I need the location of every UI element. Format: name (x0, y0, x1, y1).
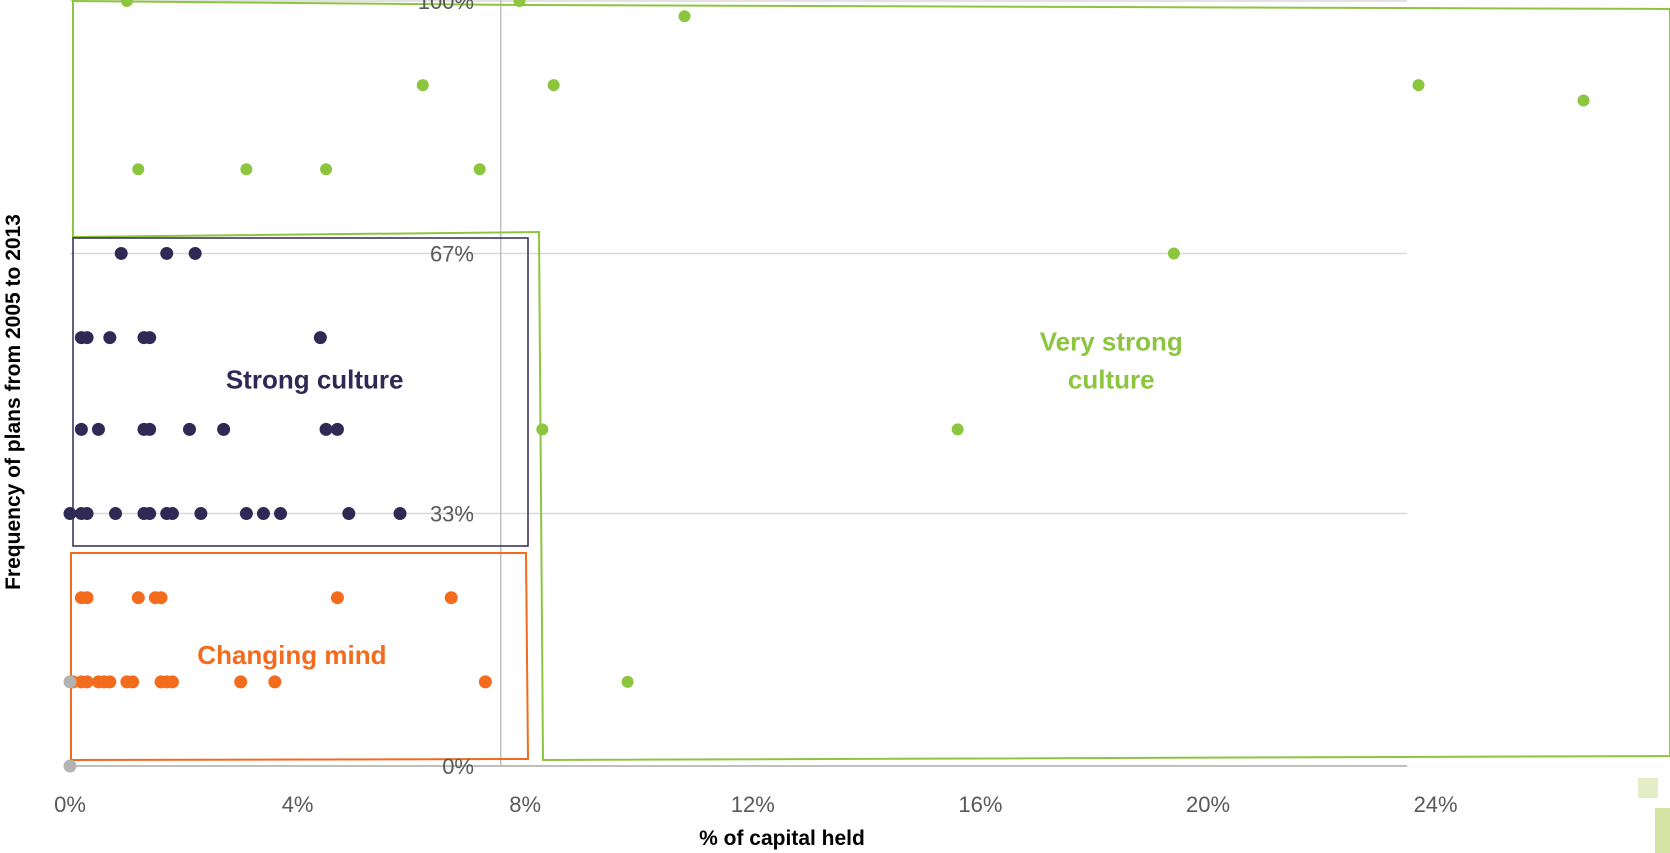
data-point (165, 675, 179, 689)
data-point (143, 331, 157, 345)
data-point (393, 507, 407, 521)
y-tick-label: 67% (430, 241, 474, 266)
data-point (536, 423, 549, 436)
annotation-label: Strong culture (226, 365, 404, 395)
y-tick-label: 0% (442, 754, 474, 779)
data-point (330, 591, 344, 605)
data-point (63, 759, 77, 773)
data-point (217, 422, 231, 436)
data-point (131, 591, 145, 605)
x-tick-label: 0% (54, 792, 86, 817)
x-tick-label: 24% (1414, 792, 1458, 817)
data-point (678, 10, 691, 23)
data-point (444, 591, 458, 605)
annotation-label: culture (1068, 365, 1155, 395)
changing-mind-region (70, 552, 530, 762)
data-point (1577, 94, 1590, 107)
y-tick-label: 33% (430, 502, 474, 527)
data-point (1412, 79, 1425, 92)
data-point (234, 675, 248, 689)
x-tick-label: 12% (731, 792, 775, 817)
data-point (80, 675, 94, 689)
data-point (126, 675, 140, 689)
data-point (473, 163, 486, 176)
data-point (103, 675, 117, 689)
data-point (239, 507, 253, 521)
data-point (80, 331, 94, 345)
data-point (342, 507, 356, 521)
x-tick-label: 16% (958, 792, 1002, 817)
data-point (478, 675, 492, 689)
data-point (154, 591, 168, 605)
data-point (74, 422, 88, 436)
region-boxes (70, 0, 1670, 762)
data-points (63, 0, 1590, 773)
data-point (268, 675, 282, 689)
data-point (80, 507, 94, 521)
data-point (951, 423, 964, 436)
x-tick-label: 4% (282, 792, 314, 817)
data-point (143, 507, 157, 521)
data-point (132, 163, 145, 176)
very-strong-culture-region (72, 0, 1670, 762)
data-point (320, 163, 333, 176)
data-point (330, 422, 344, 436)
data-point (513, 0, 526, 7)
grid-lines (70, 0, 1408, 767)
data-point (547, 79, 560, 92)
data-point (109, 507, 123, 521)
data-point (240, 163, 253, 176)
data-point (182, 422, 196, 436)
data-point (120, 0, 133, 7)
data-point (165, 507, 179, 521)
y-tick-label: 100% (418, 0, 474, 14)
tick-labels: 0% 33% 67% 100% 0% 4% 8% 12% 16% 20% 24% (54, 0, 1458, 817)
data-point (416, 79, 429, 92)
y-axis-title: Frequency of plans from 2005 to 2013 (2, 214, 25, 590)
data-point (63, 675, 77, 689)
data-point (103, 331, 117, 345)
data-point (319, 422, 333, 436)
data-point (621, 675, 634, 688)
data-point (114, 246, 128, 260)
data-point (160, 246, 174, 260)
annotations: Strong culture Changing mind Very strong cu… (197, 326, 1182, 670)
strong-culture-region (72, 237, 529, 547)
corner-decoration-bar (1655, 808, 1670, 853)
data-point (194, 507, 208, 521)
data-point (1167, 247, 1180, 260)
data-point (63, 507, 77, 521)
x-tick-label: 8% (509, 792, 541, 817)
annotation-label: Very strong (1040, 326, 1183, 356)
data-point (91, 422, 105, 436)
x-axis-title: % of capital held (699, 827, 865, 850)
x-tick-label: 20% (1186, 792, 1230, 817)
data-point (256, 507, 270, 521)
data-point (313, 331, 327, 345)
corner-decoration-square (1638, 778, 1658, 798)
data-point (188, 246, 202, 260)
data-point (143, 422, 157, 436)
data-point (80, 591, 94, 605)
data-point (274, 507, 288, 521)
annotation-label: Changing mind (197, 640, 386, 670)
